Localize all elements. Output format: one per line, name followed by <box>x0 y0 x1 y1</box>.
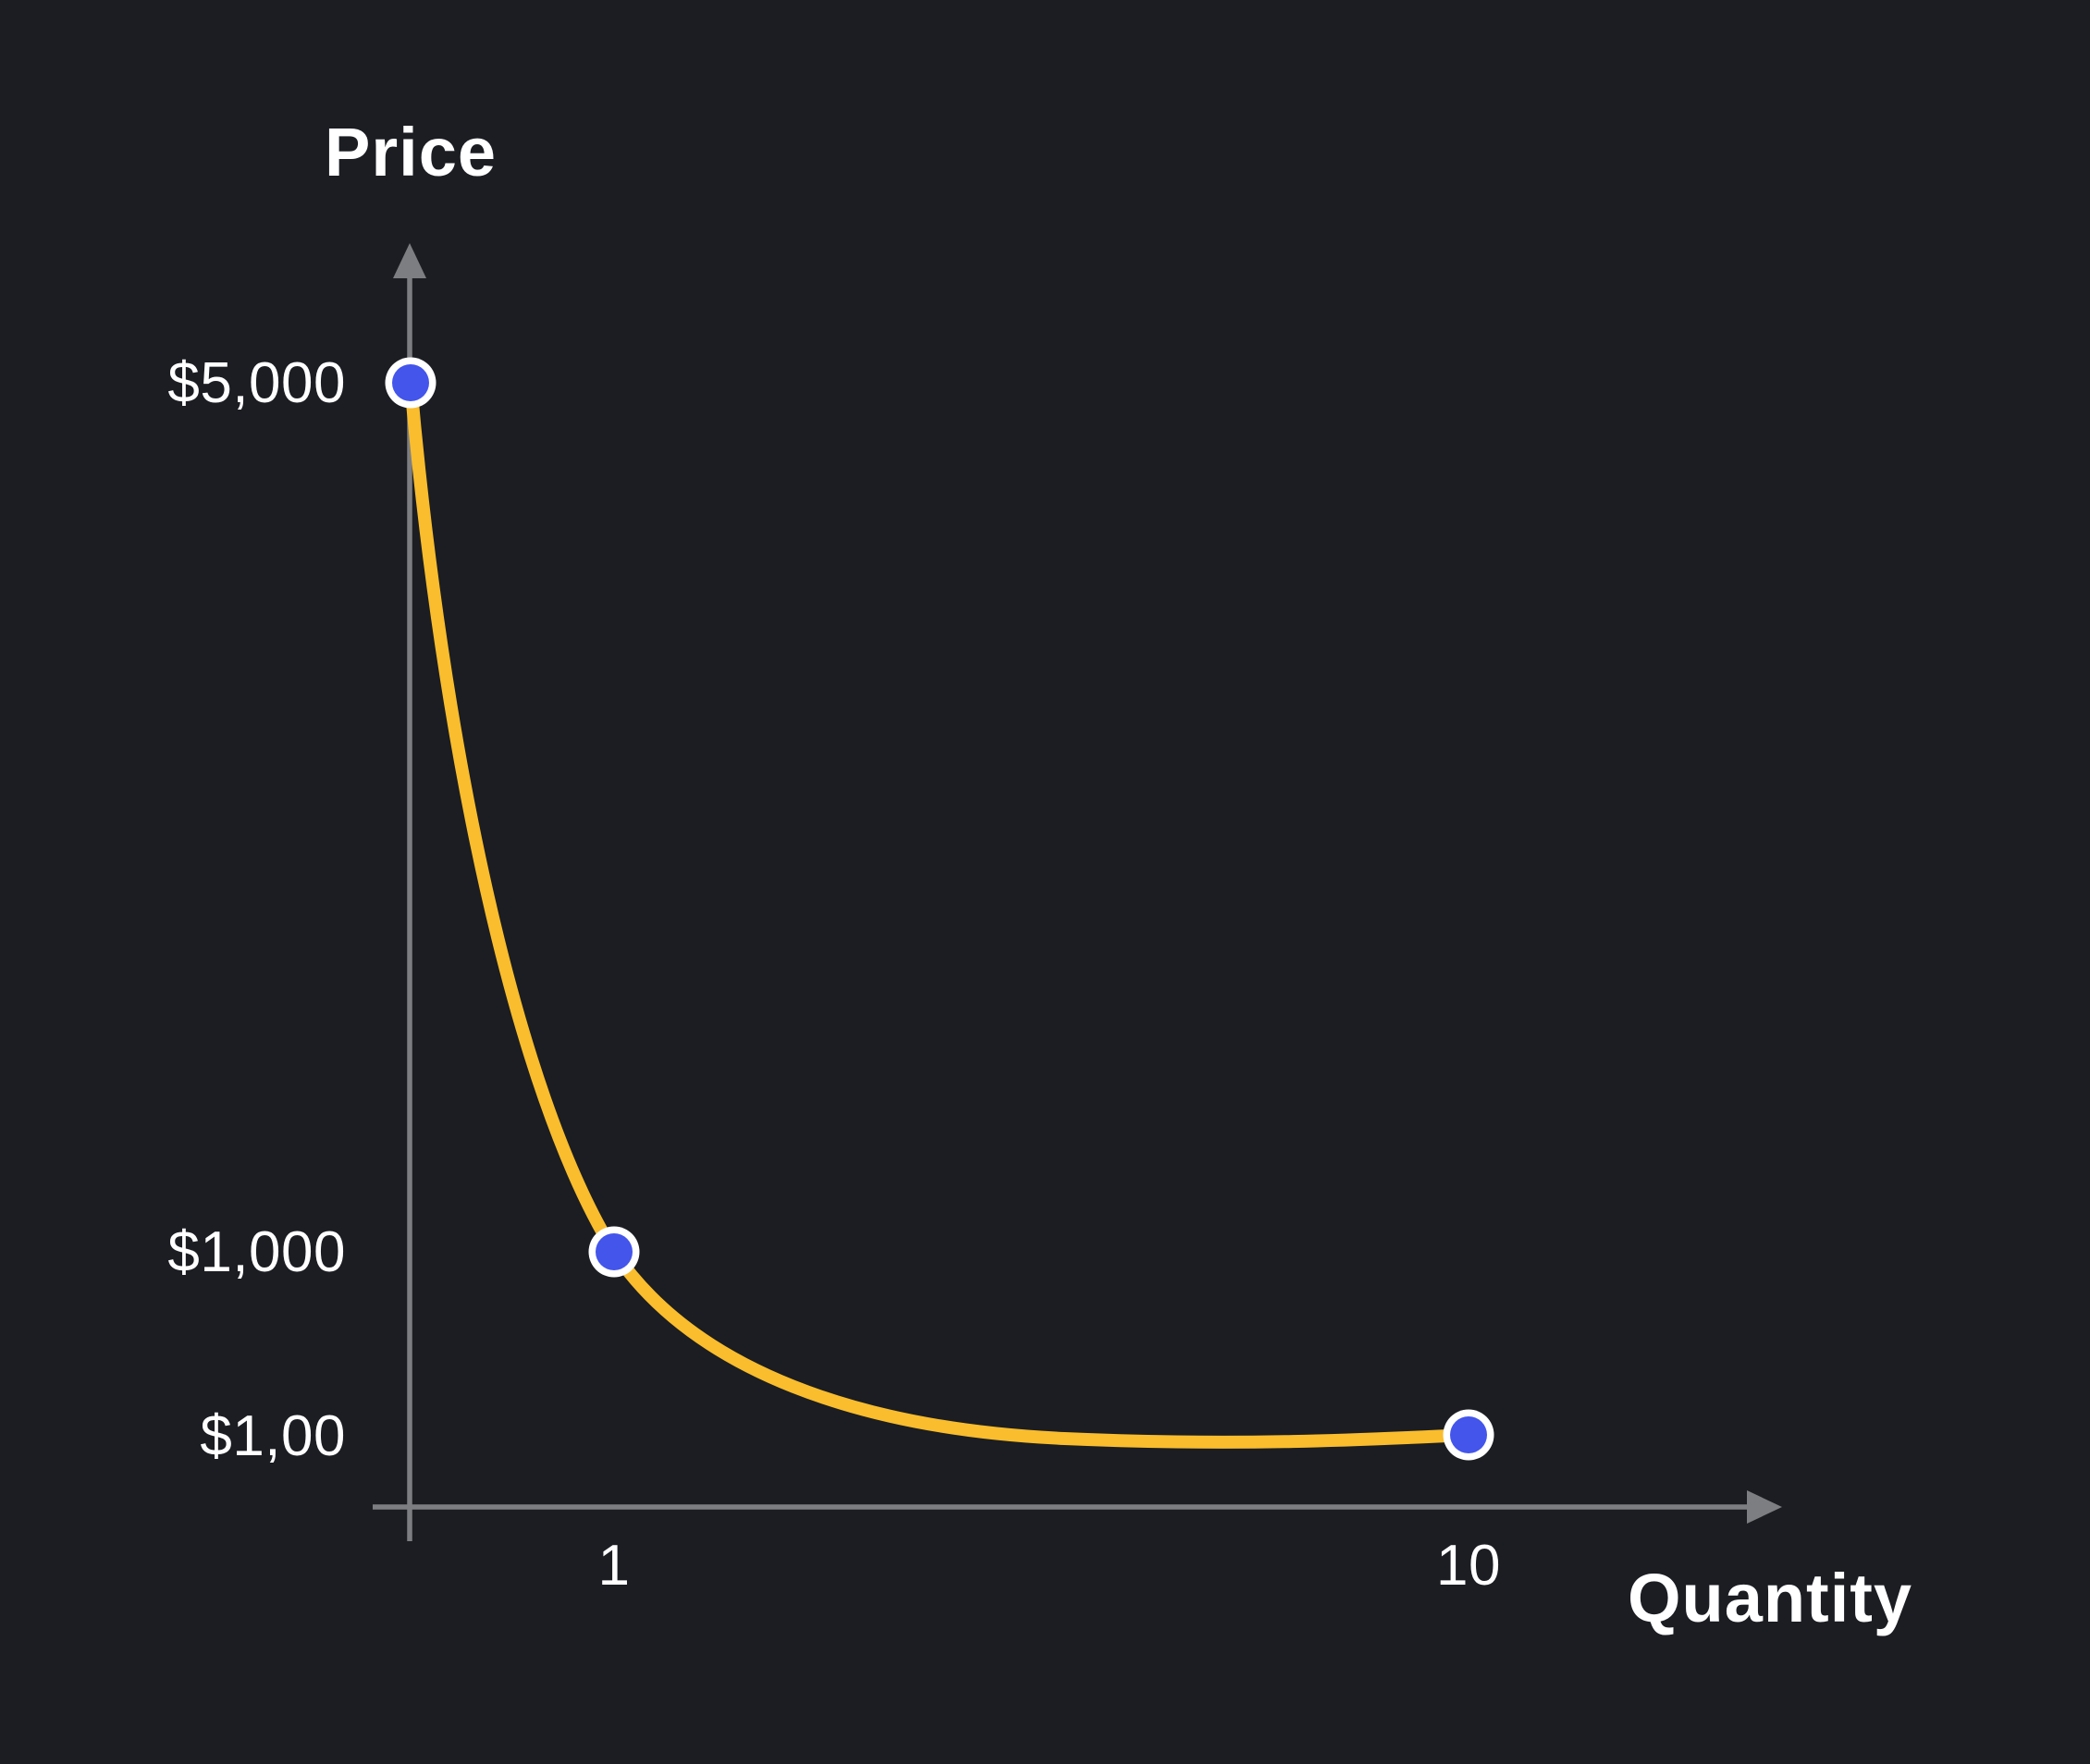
x-axis-title: Quantity <box>1628 1560 1912 1636</box>
x-axis: 1 10 Quantity <box>373 1490 1912 1636</box>
data-point-dot <box>392 364 429 401</box>
data-point-q1-1000 <box>588 1226 640 1278</box>
demand-curve <box>404 376 1475 1449</box>
y-tick-5000: $5,000 <box>167 351 346 415</box>
y-axis-arrow-icon <box>393 243 426 278</box>
data-point-dot <box>596 1233 633 1270</box>
y-axis-title: Price <box>325 114 497 190</box>
y-axis: Price $5,000 $1,000 $1,00 <box>167 114 497 1541</box>
data-point-q0-5000 <box>385 357 436 409</box>
data-point-dot <box>1450 1416 1487 1453</box>
x-tick-10: 10 <box>1436 1534 1501 1598</box>
x-axis-arrow-icon <box>1747 1490 1782 1524</box>
y-tick-1000: $1,000 <box>167 1220 346 1284</box>
x-tick-1: 1 <box>598 1534 631 1598</box>
y-tick-100: $1,00 <box>200 1404 346 1468</box>
data-point-q10-100 <box>1443 1409 1494 1461</box>
